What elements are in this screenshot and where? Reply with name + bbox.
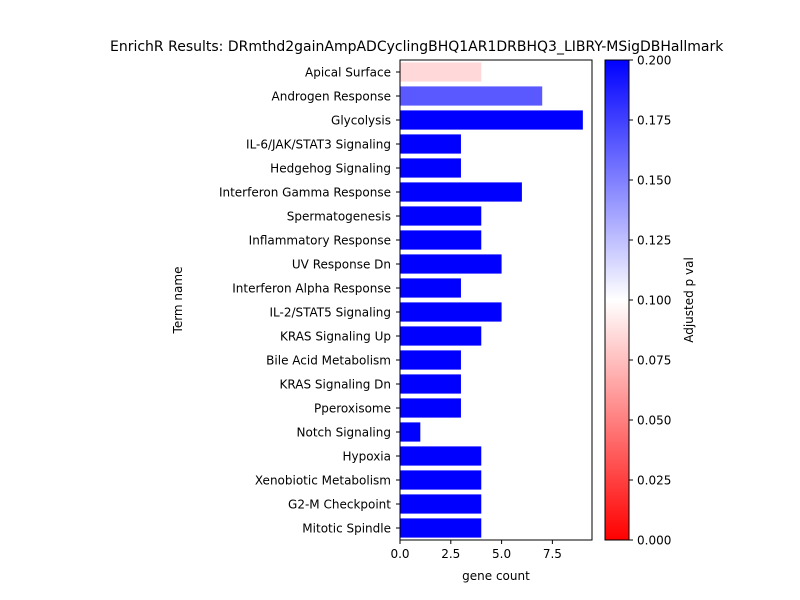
x-axis-label: gene count — [462, 569, 530, 583]
bar-uv-response-dn — [400, 254, 502, 274]
bar-apical-surface — [400, 62, 482, 82]
bar-androgen-response — [400, 86, 543, 106]
y-tick-label: IL-6/JAK/STAT3 Signaling — [246, 138, 391, 152]
chart-title: EnrichR Results: DRmthd2gainAmpADCycling… — [110, 39, 724, 55]
bar-g2-m-checkpoint — [400, 494, 482, 514]
colorbar-tick-label: 0.100 — [637, 294, 671, 308]
bar-interferon-alpha-response — [400, 278, 461, 298]
y-tick-label: Hedgehog Signaling — [270, 162, 391, 176]
y-tick-labels: Apical Surface Androgen Response Glycolysi… — [219, 66, 400, 536]
bar-xenobiotic-metabolism — [400, 470, 482, 490]
colorbar-tick-label: 0.075 — [637, 354, 671, 368]
colorbar-tick-label: 0.000 — [637, 534, 671, 548]
bar-bile-acid-metabolism — [400, 350, 461, 370]
bar-glycolysis — [400, 110, 583, 130]
bar-hypoxia — [400, 446, 482, 466]
bar-inflammatory-response — [400, 230, 482, 250]
y-axis-label: Term name — [171, 267, 185, 335]
y-tick-label: Mitotic Spindle — [302, 522, 391, 536]
plot-frame — [399, 59, 593, 541]
bar-pperoxisome — [400, 398, 461, 418]
y-tick-label: Inflammatory Response — [249, 234, 391, 248]
y-tick-label: Bile Acid Metabolism — [266, 354, 391, 368]
bar-il-2-stat5-signaling — [400, 302, 502, 322]
bar-kras-signaling-up — [400, 326, 482, 346]
x-tick-label: 5.0 — [492, 547, 511, 561]
colorbar-tick-label: 0.150 — [637, 174, 671, 188]
bars-group — [400, 62, 583, 538]
y-tick-label: Interferon Alpha Response — [232, 282, 391, 296]
bar-interferon-gamma-response — [400, 182, 522, 202]
y-tick-label: KRAS Signaling Up — [280, 330, 391, 344]
bar-mitotic-spindle — [400, 518, 482, 538]
bar-spermatogenesis — [400, 206, 482, 226]
y-tick-label: Interferon Gamma Response — [219, 186, 391, 200]
y-tick-label: Apical Surface — [305, 66, 391, 80]
colorbar-tick-label: 0.125 — [637, 234, 671, 248]
colorbar-tick-label: 0.200 — [637, 54, 671, 68]
y-tick-label: Glycolysis — [331, 114, 391, 128]
y-tick-label: Pperoxisome — [314, 402, 391, 416]
bar-kras-signaling-dn — [400, 374, 461, 394]
colorbar — [604, 59, 630, 541]
x-tick-label: 7.5 — [543, 547, 562, 561]
y-tick-label: G2-M Checkpoint — [288, 498, 391, 512]
colorbar-tick-label: 0.025 — [637, 474, 671, 488]
colorbar-label: Adjusted p val — [682, 257, 696, 343]
bar-il-6-jak-stat3-signaling — [400, 134, 461, 154]
x-tick-label: 2.5 — [441, 547, 460, 561]
y-tick-label: IL-2/STAT5 Signaling — [269, 306, 391, 320]
bar-hedgehog-signaling — [400, 158, 461, 178]
x-ticks: 0.0 2.5 5.0 7.5 — [390, 540, 562, 561]
colorbar-ticks: 0.000 0.025 0.050 0.075 0.100 0.125 0.150 0.175… — [629, 54, 671, 548]
y-tick-label: Androgen Response — [272, 90, 392, 104]
y-tick-label: Spermatogenesis — [287, 210, 391, 224]
x-tick-label: 0.0 — [390, 547, 409, 561]
y-tick-label: KRAS Signaling Dn — [280, 378, 391, 392]
y-tick-label: Notch Signaling — [297, 426, 391, 440]
bar-notch-signaling — [400, 422, 421, 442]
y-tick-label: Xenobiotic Metabolism — [255, 474, 391, 488]
colorbar-tick-label: 0.050 — [637, 414, 671, 428]
colorbar-tick-label: 0.175 — [637, 114, 671, 128]
y-tick-label: Hypoxia — [342, 450, 391, 464]
y-tick-label: UV Response Dn — [292, 258, 391, 272]
